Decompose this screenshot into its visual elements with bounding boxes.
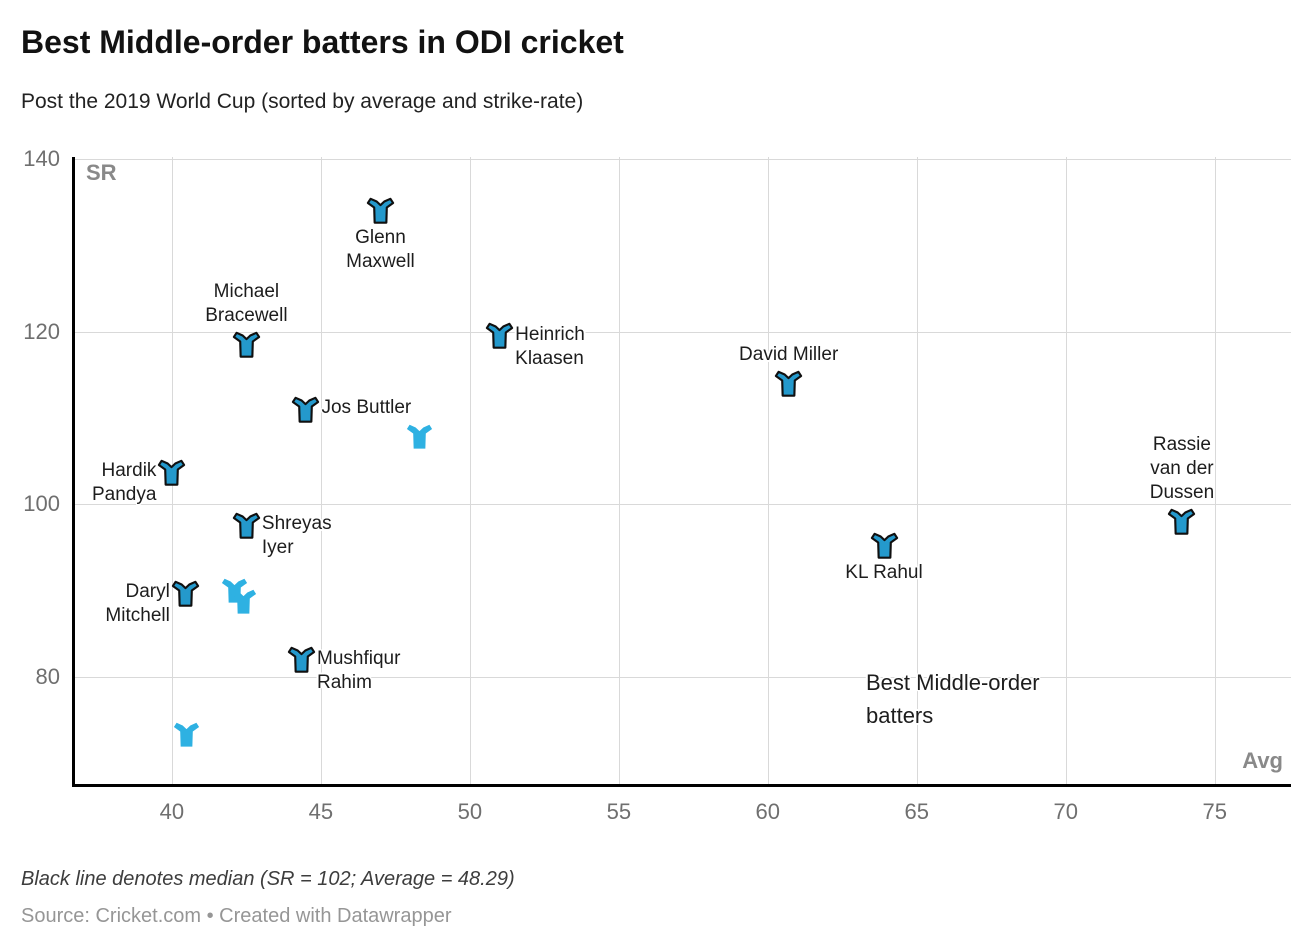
jersey-icon: [287, 647, 316, 674]
player-label-jos-buttler: Jos Buttler: [321, 396, 411, 420]
player-label-shreyas-iyer: Shreyas Iyer: [262, 512, 332, 560]
player-marker-hardik-pandya[interactable]: [158, 459, 186, 486]
player-label-line: Pandya: [91, 484, 157, 506]
jersey-icon: [1168, 508, 1196, 535]
player-label-line: Heinrich: [515, 323, 585, 345]
gridline-x-70: [1065, 157, 1067, 785]
unlabeled-player-marker[interactable]: [230, 588, 257, 615]
player-label-heinrich-klaasen: Heinrich Klaasen: [515, 323, 585, 371]
player-label-line: Daryl: [125, 581, 170, 603]
chart-title: Best Middle-order batters in ODI cricket: [21, 24, 624, 60]
player-marker-rassie-van-der-dussen[interactable]: [1168, 508, 1196, 535]
unlabeled-player-marker[interactable]: [406, 423, 433, 450]
player-marker-kl-rahul[interactable]: [870, 532, 898, 560]
player-label-line: Mitchell: [105, 605, 170, 627]
player-marker-glenn-maxwell[interactable]: [366, 197, 395, 224]
jersey-icon: [406, 424, 432, 449]
jersey-icon: [232, 512, 261, 539]
y-tick-label-100: 100: [23, 491, 60, 517]
player-label-line: Hardik: [101, 460, 157, 482]
y-tick-label-140: 140: [23, 145, 60, 171]
x-tick-label-70: 70: [1053, 799, 1078, 824]
player-label-line: Glenn: [355, 227, 406, 249]
player-label-line: David Miller: [739, 343, 839, 365]
x-tick-label-50: 50: [457, 799, 483, 824]
player-label-line: Jos Buttler: [321, 397, 412, 419]
player-label-line: Klaasen: [515, 347, 584, 369]
x-tick-label-40: 40: [159, 799, 185, 824]
jersey-icon: [774, 370, 803, 397]
player-label-line: Rassie: [1152, 434, 1211, 456]
x-tick-label-60: 60: [755, 799, 781, 824]
x-tick-label-75: 75: [1202, 799, 1227, 824]
jersey-icon: [292, 396, 320, 423]
annotation-line: batters: [866, 703, 934, 728]
player-marker-daryl-mitchell[interactable]: [171, 580, 199, 607]
x-axis-line: [72, 784, 1291, 787]
player-marker-michael-bracewell[interactable]: [232, 331, 261, 358]
player-label-rassie-van-der-dussen: Rassie van der Dussen: [1150, 433, 1214, 505]
gridline-x-45: [320, 157, 322, 785]
player-label-david-miller: David Miller: [739, 343, 838, 367]
jersey-icon: [171, 580, 199, 607]
gridline-y-120: [73, 331, 1291, 333]
y-tick-label-120: 120: [23, 318, 60, 344]
player-label-glenn-maxwell: Glenn Maxwell: [346, 226, 415, 274]
x-axis-title: Avg: [1242, 748, 1283, 773]
x-tick-label-65: 65: [904, 799, 929, 824]
x-tick-label-55: 55: [606, 799, 632, 824]
player-label-line: Shreyas: [261, 513, 332, 535]
gridline-x-55: [618, 157, 620, 785]
x-tick-label-45: 45: [308, 799, 334, 824]
player-label-line: KL Rahul: [845, 562, 923, 584]
y-tick-label-80: 80: [35, 664, 60, 690]
player-marker-mushfiqur-rahim[interactable]: [287, 646, 316, 674]
player-label-line: Rahim: [317, 671, 372, 693]
player-label-kl-rahul: KL Rahul: [845, 561, 922, 585]
jersey-icon: [174, 723, 200, 748]
player-label-line: van der: [1150, 458, 1214, 480]
player-label-hardik-pandya: Hardik Pandya: [92, 459, 156, 507]
y-axis-line: [72, 157, 75, 786]
gridline-y-80: [73, 677, 1291, 679]
jersey-icon: [366, 198, 395, 224]
player-label-line: Maxwell: [346, 251, 415, 273]
gridline-y-100: [73, 504, 1291, 506]
annotation-best-middle-order: Best Middle-order batters: [866, 666, 1040, 732]
unlabeled-player-marker[interactable]: [173, 721, 200, 748]
jersey-icon: [230, 589, 257, 614]
player-label-line: Bracewell: [205, 305, 288, 327]
jersey-icon: [232, 331, 261, 358]
player-label-daryl-mitchell: Daryl Mitchell: [105, 580, 169, 628]
annotation-line: Best Middle-order: [866, 670, 1040, 695]
gridline-x-60: [767, 157, 769, 785]
player-marker-shreyas-iyer[interactable]: [232, 512, 261, 539]
y-axis-title: SR: [86, 160, 117, 185]
player-marker-david-miller[interactable]: [774, 370, 803, 397]
player-label-mushfiqur-rahim: Mushfiqur Rahim: [317, 647, 400, 695]
jersey-icon: [158, 459, 186, 486]
player-label-line: Mushfiqur: [317, 647, 401, 669]
jersey-icon: [485, 323, 514, 350]
player-marker-jos-buttler[interactable]: [292, 396, 320, 423]
player-label-michael-bracewell: Michael Bracewell: [205, 280, 287, 328]
gridline-y-140: [73, 158, 1291, 160]
player-marker-heinrich-klaasen[interactable]: [485, 322, 514, 350]
gridline-x-75: [1214, 157, 1216, 785]
player-label-line: Iyer: [261, 537, 294, 559]
player-label-line: Dussen: [1149, 482, 1215, 504]
source-attribution: Source: Cricket.com • Created with Dataw…: [21, 905, 452, 927]
chart-subtitle: Post the 2019 World Cup (sorted by avera…: [21, 90, 584, 113]
player-label-line: Michael: [213, 281, 280, 303]
gridline-x-50: [469, 157, 471, 785]
footnote-median: Black line denotes median (SR = 102; Ave…: [21, 868, 515, 890]
gridline-x-65: [916, 157, 918, 785]
jersey-icon: [870, 533, 898, 560]
